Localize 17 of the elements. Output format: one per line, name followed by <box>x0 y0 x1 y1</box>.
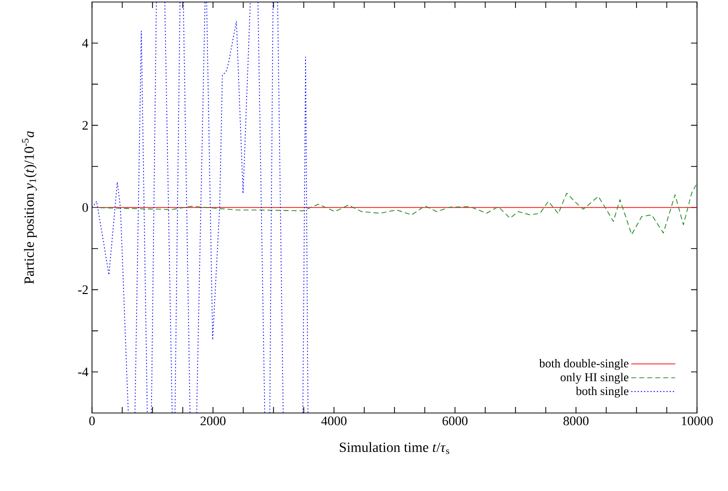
x-tick-label: 2000 <box>200 416 226 426</box>
y-tick-label: 4 <box>82 38 88 48</box>
y-tick-label: 2 <box>82 120 88 130</box>
x-tick-label: 10000 <box>682 416 713 426</box>
line-series <box>92 184 696 236</box>
y-tick-label: -4 <box>78 368 88 376</box>
y-tick-label: 0 <box>82 203 88 212</box>
x-tick-label: 8000 <box>564 416 589 426</box>
x-tick-label: 6000 <box>442 416 468 426</box>
y-tick-label: -2 <box>78 285 88 294</box>
legend-label: both single <box>576 386 628 398</box>
legend-label: both double-single <box>539 358 628 370</box>
x-axis-title: Simulation time t/τ$_{s}$ <box>340 442 450 454</box>
legend-label: only HI single <box>560 372 628 384</box>
y-axis-title: Particle position y$_{1}$(t)/10$^{-5}$a <box>22 131 37 284</box>
x-tick-label: 4000 <box>321 416 347 426</box>
x-tick-label: 0 <box>89 416 95 426</box>
